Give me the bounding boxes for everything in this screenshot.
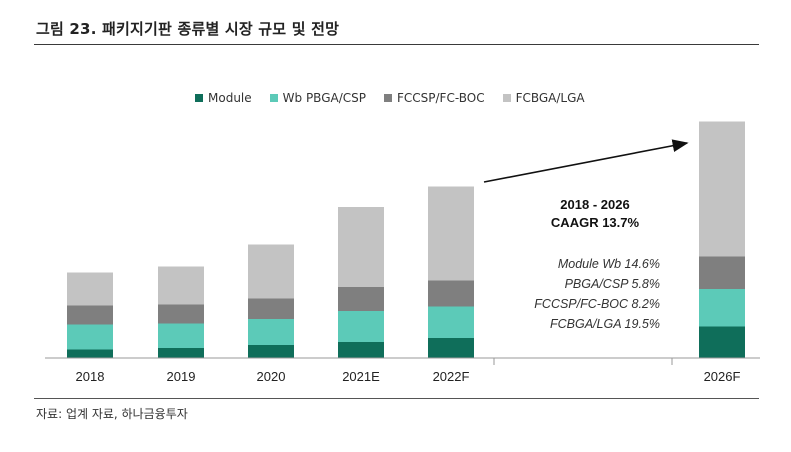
- rate-module: Module Wb 14.6%: [557, 257, 660, 271]
- bar-2019-fcbga-lga: [158, 266, 204, 305]
- bar-2020-module: [248, 345, 294, 358]
- bar-2026f-fcbga-lga: [699, 121, 745, 257]
- chart-legend: Module Wb PBGA/CSP FCCSP/FC-BOC FCBGA/LG…: [195, 91, 585, 105]
- legend-swatch-wb-pbga: [269, 94, 278, 102]
- bar-2026f-wb-pbga-csp: [699, 289, 745, 327]
- x-tick-label-2018: 2018: [76, 369, 105, 384]
- legend-swatch-fcbga: [502, 94, 511, 102]
- bar-2026f-module: [699, 326, 745, 358]
- legend-label-fcbga: FCBGA/LGA: [515, 91, 585, 105]
- bar-2021e-fcbga-lga: [338, 207, 384, 287]
- legend-item-module: Module: [195, 91, 252, 105]
- bar-2018-module: [67, 349, 113, 358]
- legend-swatch-fccsp: [383, 94, 392, 102]
- legend-label-fccsp: FCCSP/FC-BOC: [396, 91, 485, 105]
- bar-2026f-fccsp-fc-boc: [699, 256, 745, 289]
- bar-2019-wb-pbga-csp: [158, 323, 204, 348]
- bar-2022f-fcbga-lga: [428, 186, 474, 281]
- cagr-total: CAAGR 13.7%: [550, 215, 640, 230]
- bar-2022f-wb-pbga-csp: [428, 306, 474, 338]
- rate-fccsp: FCCSP/FC-BOC 8.2%: [534, 297, 660, 311]
- bar-2022f-fccsp-fc-boc: [428, 280, 474, 307]
- bar-2020-fccsp-fc-boc: [248, 298, 294, 319]
- legend-item-fcbga: FCBGA/LGA: [502, 91, 585, 105]
- cagr-period: 2018 - 2026: [560, 197, 630, 212]
- bar-2022f-module: [428, 338, 474, 358]
- bar-2020-fcbga-lga: [248, 244, 294, 299]
- x-tick-label-2021e: 2021E: [342, 369, 380, 384]
- bar-2019-module: [158, 348, 204, 358]
- legend-label-wb-pbga: Wb PBGA/CSP: [282, 91, 366, 105]
- figure-title: 그림 23. 패키지기판 종류별 시장 규모 및 전망: [36, 20, 340, 38]
- title-divider: [34, 44, 759, 45]
- rate-pbga: PBGA/CSP 5.8%: [564, 277, 660, 291]
- x-tick-label-2020: 2020: [257, 369, 286, 384]
- cagr-annotation: 2018 - 2026 CAAGR 13.7%: [520, 196, 670, 232]
- legend-label-module: Module: [208, 91, 252, 105]
- legend-item-wb-pbga: Wb PBGA/CSP: [269, 91, 366, 105]
- x-tick-label-2026f: 2026F: [704, 369, 741, 384]
- bar-2018-fcbga-lga: [67, 272, 113, 306]
- bar-2021e-fccsp-fc-boc: [338, 287, 384, 311]
- rate-fcbga: FCBGA/LGA 19.5%: [550, 317, 660, 331]
- bar-2019-fccsp-fc-boc: [158, 304, 204, 324]
- legend-item-fccsp: FCCSP/FC-BOC: [383, 91, 485, 105]
- bar-2021e-module: [338, 342, 384, 358]
- bar-2018-wb-pbga-csp: [67, 324, 113, 350]
- bar-2018-fccsp-fc-boc: [67, 305, 113, 325]
- bar-2021e-wb-pbga-csp: [338, 311, 384, 342]
- growth-arrow: [483, 139, 689, 183]
- legend-swatch-module: [195, 94, 203, 102]
- segment-growth-rates: Module Wb 14.6% PBGA/CSP 5.8% FCCSP/FC-B…: [500, 254, 660, 334]
- source-note: 자료: 업계 자료, 하나금융투자: [36, 407, 188, 421]
- x-tick-label-2019: 2019: [167, 369, 196, 384]
- source-divider: [34, 398, 759, 399]
- x-tick-label-2022f: 2022F: [433, 369, 470, 384]
- bar-2020-wb-pbga-csp: [248, 319, 294, 345]
